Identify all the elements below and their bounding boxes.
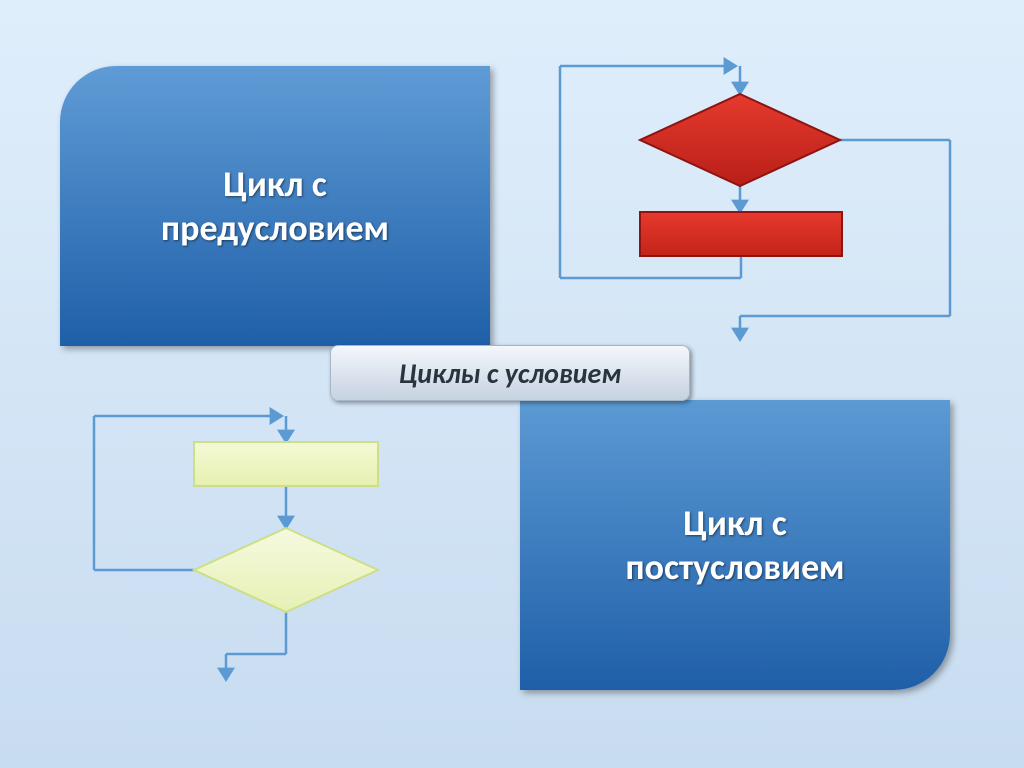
- top-exit-arrow: [731, 328, 749, 342]
- center-title: Циклы с условием: [330, 345, 690, 401]
- top-process-rect: [640, 212, 842, 256]
- bot-loop-arrow: [270, 407, 284, 425]
- top-decision-diamond: [640, 94, 840, 186]
- top-loop-arrow: [724, 57, 738, 75]
- bottom-decision-diamond: [194, 528, 378, 612]
- center-title-label: Циклы с условием: [399, 356, 621, 391]
- bot-exit-arrow: [217, 668, 235, 682]
- bottom-process-rect: [194, 442, 378, 486]
